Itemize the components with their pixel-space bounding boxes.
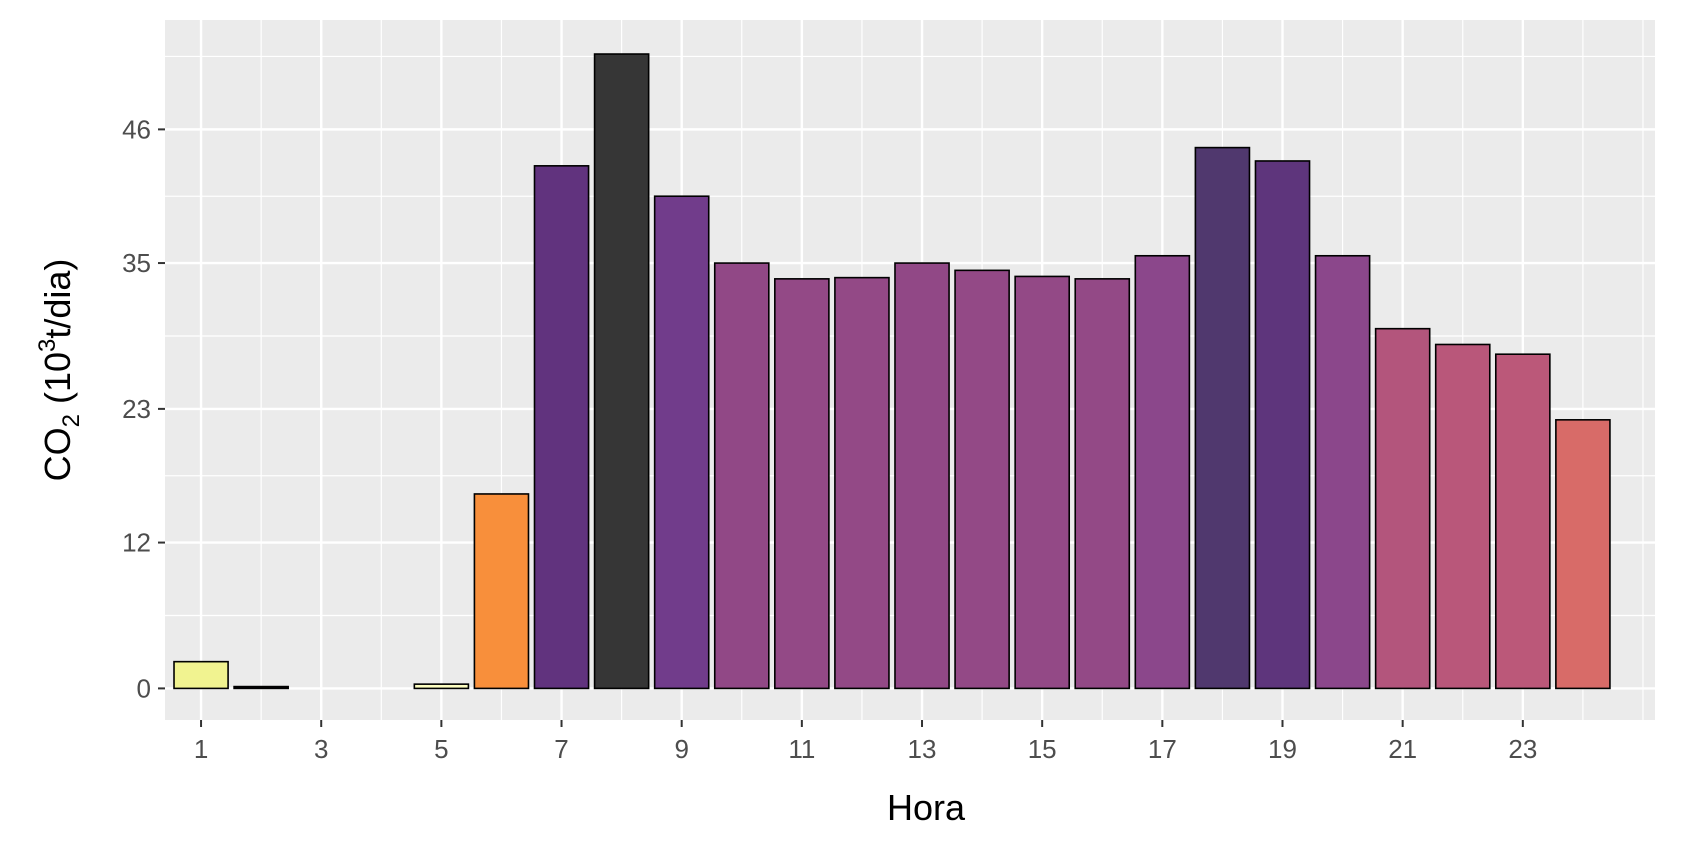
bar-hour-22	[1434, 343, 1491, 690]
y-tick-label: 23	[122, 394, 151, 424]
y-tick-label: 12	[122, 528, 151, 558]
bar-hour-24	[1555, 419, 1611, 690]
bar-hour-15	[1014, 275, 1071, 690]
x-tick-label: 23	[1508, 734, 1537, 764]
y-tick-label: 46	[122, 114, 151, 144]
y-axis-title-superscript: 3	[34, 339, 61, 352]
y-axis-title-subscript: 2	[58, 414, 85, 427]
x-tick-label: 5	[434, 734, 448, 764]
x-axis-title: Hora	[887, 787, 966, 828]
y-axis: 0 12 23 35 46	[122, 114, 165, 703]
x-tick-label: 19	[1268, 734, 1297, 764]
bar-hour-1	[173, 660, 229, 690]
x-tick-label: 21	[1388, 734, 1417, 764]
bar-hour-5	[413, 683, 470, 690]
bar-hour-14	[954, 269, 1010, 690]
bar-hour-8	[593, 53, 650, 690]
x-tick-label: 9	[674, 734, 688, 764]
y-axis-title-prefix: CO	[37, 427, 78, 481]
x-tick-label: 17	[1148, 734, 1177, 764]
bar-hour-21	[1374, 327, 1431, 690]
x-tick-label: 3	[314, 734, 328, 764]
bar-hour-17	[1134, 254, 1191, 690]
bars	[173, 53, 1611, 690]
bar-hour-18	[1194, 146, 1251, 690]
x-tick-label: 11	[788, 734, 815, 764]
bar-hour-2	[233, 685, 289, 690]
x-tick-label: 7	[554, 734, 568, 764]
bar-hour-23	[1494, 353, 1551, 690]
bar-hour-19	[1254, 160, 1311, 690]
y-axis-title-suffix: t/dia)	[37, 259, 78, 339]
bar-hour-6	[473, 493, 530, 690]
bar-hour-11	[774, 278, 830, 690]
bar-hour-10	[713, 262, 770, 690]
bar-hour-20	[1314, 254, 1371, 690]
y-axis-title: CO2 (103t/dia)	[34, 259, 85, 482]
y-tick-label: 0	[137, 673, 151, 703]
bar-hour-7	[533, 165, 590, 690]
x-tick-label: 13	[908, 734, 937, 764]
y-axis-title-middle: (10	[37, 352, 78, 414]
bar-hour-12	[834, 276, 890, 690]
x-tick-label: 15	[1028, 734, 1057, 764]
bar-hour-9	[653, 195, 710, 690]
x-axis: 1 3 5 7 9 11 13 15 17 19 21 23	[194, 720, 1537, 764]
y-tick-label: 35	[122, 248, 151, 278]
bar-hour-13	[894, 262, 950, 690]
x-tick-label: 1	[194, 734, 208, 764]
bar-hour-16	[1074, 278, 1131, 690]
